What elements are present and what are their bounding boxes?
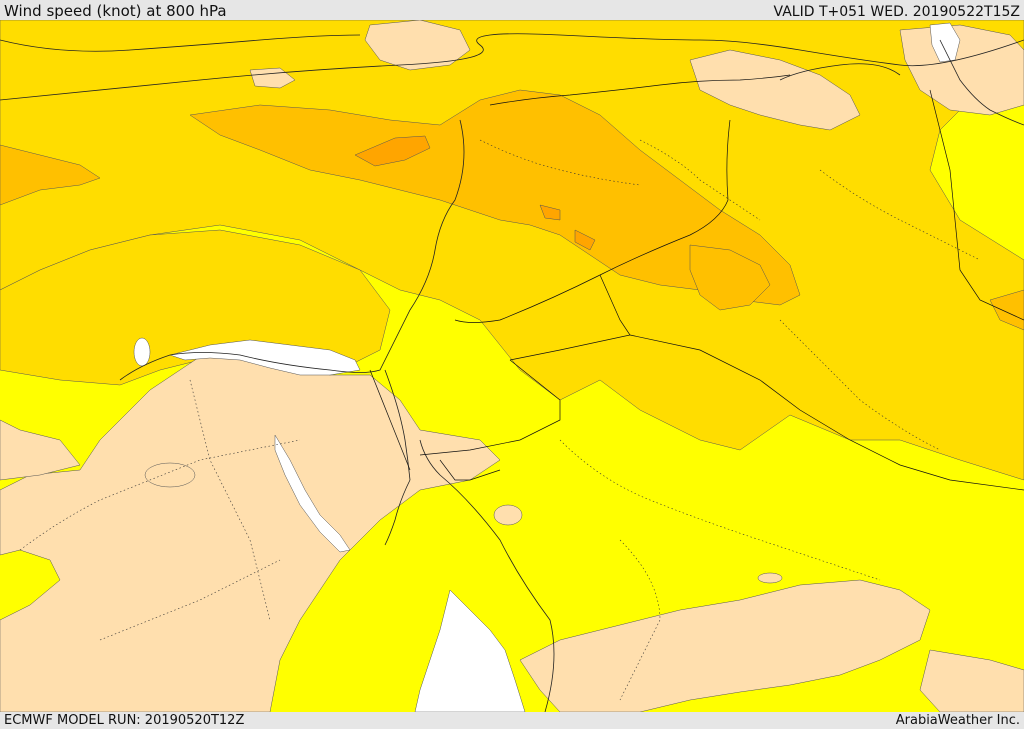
level-lowest-north xyxy=(364,20,471,71)
level-lowest-islet-1 xyxy=(144,462,196,488)
level-lowest-northeast-2 xyxy=(899,24,1024,116)
sea-gap-west-islet xyxy=(133,337,151,367)
coastlines xyxy=(0,33,1024,712)
political-borders xyxy=(369,74,1024,491)
sea-gap-gulf-suez xyxy=(274,434,351,553)
header-bar: Wind speed (knot) at 800 hPa VALID T+051… xyxy=(0,0,1024,20)
wind-speed-map[interactable] xyxy=(0,20,1024,712)
level-lowest-egypt-west xyxy=(0,419,81,481)
level-lowest-arabia-east xyxy=(919,649,1024,712)
model-run-label: ECMWF MODEL RUN: 20190520T12Z xyxy=(4,713,245,728)
level-high-west xyxy=(0,144,101,206)
level-highest-core-2 xyxy=(539,204,561,221)
valid-time-label: VALID T+051 WED. 20190522T15Z xyxy=(773,4,1020,20)
level-lowest-northeast xyxy=(689,49,861,131)
level-high-east xyxy=(689,244,771,311)
level-highest-core-3 xyxy=(574,229,596,251)
sea-gap-caspian xyxy=(929,22,961,63)
internal-borders xyxy=(19,139,981,701)
level-highest-core-1 xyxy=(354,135,431,167)
sea-gap-nile-delta xyxy=(169,339,361,376)
level-high-southeast xyxy=(989,289,1024,331)
level-high-central xyxy=(189,89,801,306)
level-lowest-islet-3 xyxy=(757,572,783,584)
level-lowest-islet-2 xyxy=(493,504,523,526)
footer-bar: ECMWF MODEL RUN: 20190520T12Z ArabiaWeat… xyxy=(0,712,1024,729)
credit-label: ArabiaWeather Inc. xyxy=(895,713,1020,728)
level-lowest-arabia xyxy=(519,579,931,712)
map-title: Wind speed (knot) at 800 hPa xyxy=(4,2,227,20)
map-canvas xyxy=(0,20,1024,712)
level-lowest-north-patch xyxy=(249,67,296,89)
sea-gap-red-sea xyxy=(414,589,526,712)
